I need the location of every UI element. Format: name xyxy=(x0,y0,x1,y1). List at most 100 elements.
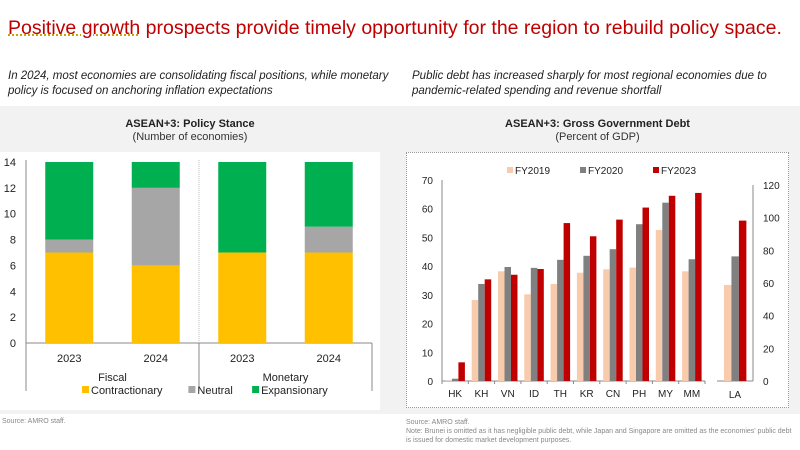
group-label: Fiscal xyxy=(98,372,127,384)
y-tick-label: 0 xyxy=(10,338,16,350)
bar-expansionary xyxy=(131,162,180,188)
bar-fy2023 xyxy=(668,195,676,381)
bar-contractionary xyxy=(45,252,94,343)
bar-fy2019 xyxy=(629,267,636,381)
y-tick-label-left: 40 xyxy=(422,262,434,273)
x-tick-label: MY xyxy=(658,389,673,400)
y-tick-label-right: 80 xyxy=(763,246,775,257)
bar-secondary-fy2023 xyxy=(738,220,747,381)
y-tick-label-left: 70 xyxy=(422,176,434,187)
bar-secondary-fy2020 xyxy=(731,256,739,381)
bar-fy2020 xyxy=(451,378,459,381)
y-tick-label-right: 0 xyxy=(763,377,769,388)
bar-secondary-fy2019 xyxy=(723,284,732,381)
y-tick-label: 2 xyxy=(10,312,16,324)
y-tick-label: 6 xyxy=(10,260,16,272)
x-tick-label: 2024 xyxy=(144,353,168,365)
bar-neutral xyxy=(304,226,353,253)
y-tick-label-right: 60 xyxy=(763,279,775,290)
legend-swatch xyxy=(580,167,586,173)
y-tick-label: 4 xyxy=(10,286,16,298)
left-source: Source: AMRO staff. xyxy=(2,418,66,425)
x-tick-label: HK xyxy=(448,389,462,400)
bar-fy2019 xyxy=(524,294,531,381)
legend-label: Contractionary xyxy=(91,385,163,397)
y-tick-label-right: 120 xyxy=(763,181,780,192)
x-tick-label: 2023 xyxy=(230,353,254,365)
legend-label: Neutral xyxy=(197,385,232,397)
bar-expansionary xyxy=(218,162,267,253)
bar-contractionary xyxy=(304,252,353,343)
x-tick-label: TH xyxy=(554,389,567,400)
legend-swatch xyxy=(252,386,260,393)
legend-swatch xyxy=(188,386,196,393)
policy-stance-subtitle: (Number of economies) xyxy=(132,131,248,143)
x-tick-label: KH xyxy=(474,389,488,400)
y-tick-label: 8 xyxy=(10,235,16,247)
policy-stance-chart: 0 2 4 6 8 10 12 14 2023 2024 2023 2024 Fiscal Monetar… xyxy=(4,157,373,397)
bar-fy2023 xyxy=(563,223,571,381)
legend-label: FY2019 xyxy=(515,166,550,177)
y-tick-label-left: 20 xyxy=(422,320,434,331)
bar-fy2020 xyxy=(557,259,564,381)
bar-fy2023 xyxy=(642,207,649,381)
bar-neutral xyxy=(131,187,180,266)
x-tick-label: PH xyxy=(632,389,646,400)
debt-chart-title: ASEAN+3: Gross Government Debt xyxy=(505,118,690,130)
left-subtitle: In 2024, most economies are consolidatin… xyxy=(8,70,389,97)
legend-label: Expansionary xyxy=(261,385,328,397)
bar-expansionary xyxy=(304,162,353,227)
bar-fy2019 xyxy=(471,300,479,381)
bar-fy2020 xyxy=(530,267,538,381)
x-tick-label: VN xyxy=(501,389,515,400)
bar-contractionary xyxy=(131,265,180,343)
bar-neutral xyxy=(45,239,94,253)
policy-stance-title: ASEAN+3: Policy Stance xyxy=(125,118,255,130)
slide-title-rest: prospects provide timely opportunity for… xyxy=(140,17,782,39)
bar-fy2019 xyxy=(576,272,584,381)
x-tick-label: 2023 xyxy=(57,353,81,365)
right-subtitle: Public debt has increased sharply for mo… xyxy=(412,70,767,97)
bar-fy2019 xyxy=(682,271,689,381)
legend-label: FY2023 xyxy=(661,166,696,177)
y-tick-label-right: 100 xyxy=(763,214,780,225)
right-note: Note: Brunei is omitted as it has neglig… xyxy=(406,428,792,444)
y-tick-label-left: 10 xyxy=(422,348,434,359)
x-tick-label: MM xyxy=(684,389,701,400)
bar-fy2019 xyxy=(603,269,610,381)
bar-fy2020 xyxy=(583,255,590,381)
bar-expansionary xyxy=(45,162,94,240)
bar-fy2023 xyxy=(537,269,544,381)
legend-swatch xyxy=(507,167,513,173)
y-tick-label: 14 xyxy=(4,157,16,169)
y-tick-label-right: 20 xyxy=(763,344,775,355)
bar-fy2023 xyxy=(616,219,623,381)
slide-title-underlined: Positive growth xyxy=(8,17,141,39)
debt-chart: 0 10 20 30 40 50 60 70 0 20 40 60 80 100 120 HK KH VN ID TH… xyxy=(422,166,780,401)
bar-fy2019 xyxy=(550,283,558,381)
x-tick-label: LA xyxy=(729,390,742,401)
x-tick-label: 2024 xyxy=(317,353,341,365)
legend-swatch xyxy=(82,386,89,393)
bar-fy2020 xyxy=(478,283,485,381)
bar-fy2020 xyxy=(688,259,696,381)
y-tick-label-left: 50 xyxy=(422,233,434,244)
legend-swatch xyxy=(653,167,659,173)
bar-fy2020 xyxy=(636,224,643,381)
right-source: Source: AMRO staff. xyxy=(406,419,470,426)
bar-fy2023 xyxy=(511,274,518,381)
y-tick-label-right: 40 xyxy=(763,312,775,323)
bar-fy2020 xyxy=(504,267,511,381)
x-tick-label: ID xyxy=(529,389,539,400)
y-tick-label-left: 30 xyxy=(422,291,434,302)
x-tick-label: CN xyxy=(606,389,620,400)
bar-fy2023 xyxy=(589,236,597,381)
y-tick-label: 10 xyxy=(4,209,16,221)
bar-fy2020 xyxy=(609,249,617,381)
bar-fy2023 xyxy=(695,192,702,381)
y-tick-label-left: 0 xyxy=(427,377,433,388)
slide-title: Positive growth prospects provide timely… xyxy=(8,17,782,40)
bar-contractionary xyxy=(218,252,267,343)
policy-stance-panel: 0 2 4 6 8 10 12 14 2023 2024 2023 2024 Fiscal Monetar… xyxy=(0,152,380,410)
legend-label: FY2020 xyxy=(588,166,623,177)
